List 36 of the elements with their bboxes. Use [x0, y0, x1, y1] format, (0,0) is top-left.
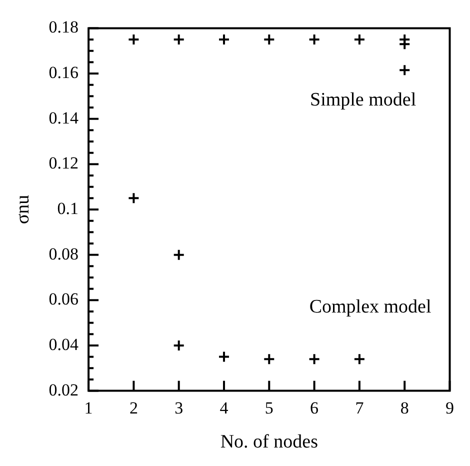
x-tick-label: 8 [400, 398, 409, 418]
y-tick-label: 0.18 [48, 18, 79, 37]
point [128, 34, 140, 46]
point [172, 34, 185, 46]
y-tick-label: 0.1 [57, 198, 79, 218]
point [128, 192, 140, 204]
point [353, 353, 366, 366]
y-tick-label: 0.14 [48, 108, 80, 128]
x-tick-label: 2 [129, 398, 138, 418]
point [353, 34, 366, 46]
annotation: Complex model [309, 296, 432, 318]
point [263, 34, 276, 46]
y-tick-label: 0.02 [48, 380, 79, 400]
x-tick-label: 9 [446, 398, 454, 418]
x-tick-label: 4 [220, 398, 229, 418]
x-tick-label: 6 [310, 398, 319, 418]
x-tick-label: 3 [174, 398, 184, 418]
y-tick-label: 0.04 [48, 334, 80, 354]
point [308, 34, 320, 46]
point [308, 353, 320, 366]
y-tick-label: 0.06 [48, 290, 79, 309]
point [398, 64, 411, 76]
y-tick-label: 0.08 [48, 244, 79, 264]
x-tick-label: 1 [84, 398, 93, 418]
x-axis-title: No. of nodes [220, 432, 318, 453]
y-tick-label: 0.12 [48, 154, 79, 173]
point [218, 350, 230, 363]
y-tick-label: 0.16 [48, 62, 79, 82]
point [172, 248, 185, 261]
x-tick-label: 5 [264, 398, 274, 418]
point [263, 353, 276, 366]
x-tick-label: 7 [355, 398, 364, 418]
annotation: Simple model [310, 90, 416, 111]
point [218, 34, 230, 46]
y-axis-title: σnu [12, 194, 34, 224]
point [172, 339, 185, 352]
